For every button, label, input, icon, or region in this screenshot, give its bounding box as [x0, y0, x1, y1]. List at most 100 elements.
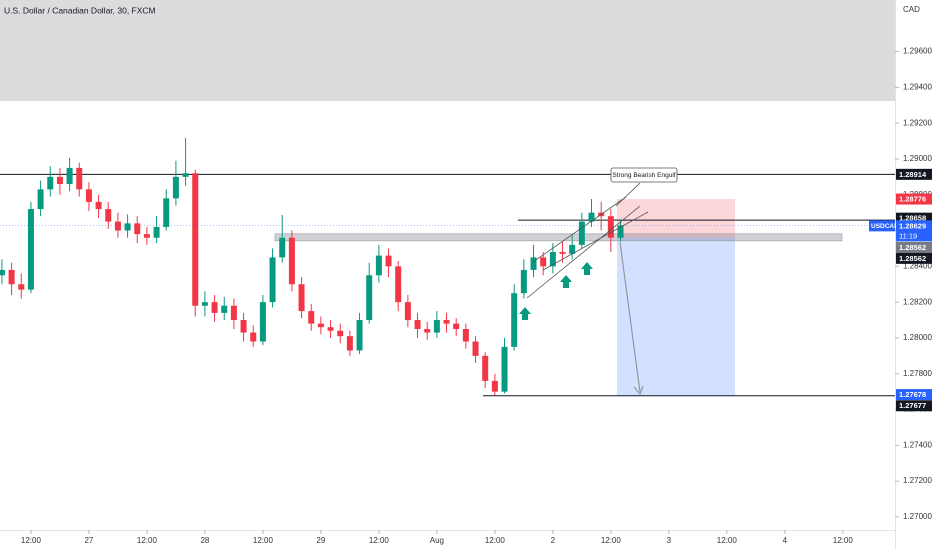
candle-body [95, 201, 102, 210]
level-tag-bg [896, 400, 932, 412]
levels [0, 173, 895, 397]
candle-body [172, 176, 179, 199]
candle-body [279, 237, 286, 258]
x-tick-label: 12:00 [253, 536, 274, 545]
candle-body [47, 176, 54, 190]
x-tick-label: 12:00 [369, 536, 390, 545]
up-arrow [519, 307, 531, 320]
candle-body [211, 302, 218, 313]
candle-body [269, 257, 276, 303]
candle-body [308, 311, 315, 324]
x-tick-label: 28 [200, 536, 209, 545]
y-tick-label: 1.29600 [903, 47, 932, 56]
candle-body [327, 327, 334, 331]
x-tick-label: 12:00 [21, 536, 42, 545]
stop-tag: 1.28776 [899, 195, 926, 204]
x-tick-label: 27 [84, 536, 93, 545]
candle-body [472, 341, 479, 356]
candle-body [569, 244, 576, 254]
candle-body [8, 269, 15, 285]
currency-label: CAD [903, 5, 920, 14]
x-tick-label: 29 [316, 536, 325, 545]
candle-body [395, 266, 402, 303]
last-price-tag: 1.28629 [899, 221, 926, 230]
candle-body [559, 252, 566, 254]
candle-body [375, 255, 382, 276]
annotation-pointer [615, 182, 641, 207]
y-tick-label: 1.27800 [903, 369, 932, 378]
annotation-text: Strong Bearish Engulf [612, 172, 675, 179]
candle-body [482, 355, 489, 381]
x-tick-label: Aug [430, 536, 444, 545]
x-tick-label: 12:00 [137, 536, 158, 545]
y-tick-label: 1.27400 [903, 440, 932, 449]
annotation-box [610, 167, 678, 183]
candle-body [288, 237, 295, 285]
candle-body [617, 225, 624, 238]
symbol-tag: USDCAD [871, 223, 899, 230]
up-arrow [560, 275, 572, 288]
channel-line [526, 205, 641, 299]
candle-body [337, 330, 344, 337]
last-price-tag-bg [896, 220, 932, 242]
candle-body [201, 302, 208, 306]
candle-body [56, 176, 63, 185]
candle-body [221, 305, 228, 313]
projection-arrow-head [633, 385, 644, 396]
candle-body [114, 221, 121, 231]
candle-body [192, 173, 199, 306]
top-overlay [0, 0, 895, 101]
candle-body [346, 336, 353, 351]
candle-body [66, 167, 73, 185]
y-tick-label: 1.28000 [903, 333, 932, 342]
candle-body [240, 320, 247, 333]
drawings [526, 182, 649, 396]
y-tick-label: 1.27200 [903, 476, 932, 485]
level-tag-bg [896, 168, 932, 180]
y-tick-label: 1.28200 [903, 297, 932, 306]
stop-tag-bg [896, 193, 932, 205]
candle-body [163, 198, 170, 227]
chart-title: U.S. Dollar / Canadian Dollar, 30, FXCM [4, 5, 156, 15]
candle-body [578, 221, 585, 245]
candle-body [540, 257, 547, 267]
zones [617, 199, 735, 396]
candle-body [134, 223, 141, 235]
level-tag-bg [896, 252, 932, 264]
candles [0, 138, 624, 396]
candle-body [462, 328, 469, 342]
projection-arrow [619, 241, 641, 393]
candle-body [143, 234, 150, 238]
y-tick-label: 1.29200 [903, 118, 932, 127]
candle-body [549, 252, 556, 267]
candle-body [501, 346, 508, 392]
channel-line [532, 196, 627, 263]
candle-body [491, 380, 498, 392]
level-tag: 1.28914 [899, 170, 927, 179]
y-tick-label: 1.29400 [903, 82, 932, 91]
candle-body [404, 302, 411, 321]
candle-body [230, 305, 237, 321]
target-zone [617, 237, 735, 396]
up-arrow [581, 262, 593, 275]
candle-body [414, 320, 421, 329]
candle-body [424, 328, 431, 333]
candle-body [588, 212, 595, 222]
level-tag: 1.28658 [899, 214, 926, 223]
y-tick-label: 1.29000 [903, 154, 932, 163]
x-tick-label: 12:00 [717, 536, 738, 545]
support-zone [274, 233, 843, 242]
level-tag: 1.28562 [899, 254, 926, 263]
candle-body [27, 209, 34, 290]
target-tag-bg [896, 389, 932, 401]
symbol-tag-bg [869, 220, 895, 232]
candle-body [433, 320, 440, 333]
candle-body [153, 226, 160, 238]
channel-line [542, 211, 649, 271]
candle-body [0, 269, 5, 276]
candle-body [385, 255, 392, 267]
candle-body [76, 167, 83, 190]
x-tick-label: 12:00 [485, 536, 506, 545]
